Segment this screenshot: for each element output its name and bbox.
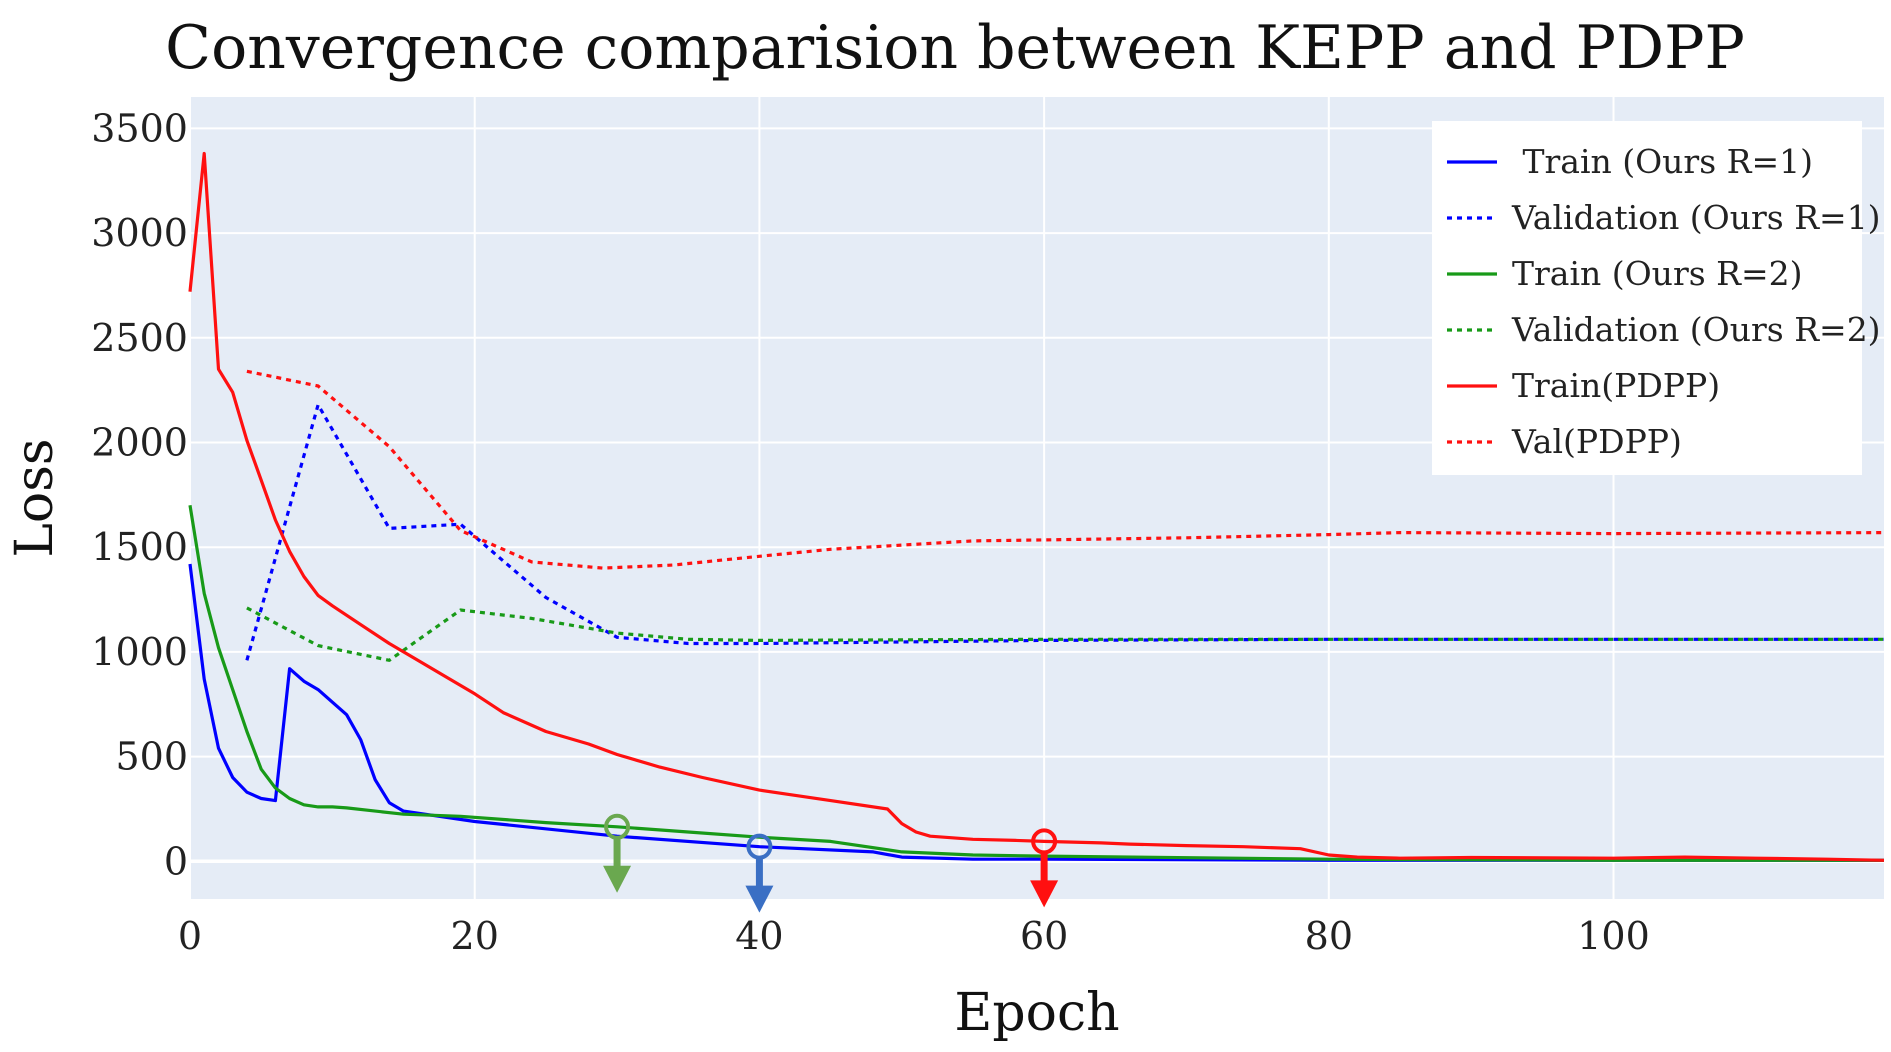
y-tick-label: 1500	[91, 525, 188, 569]
legend-label: Train(PDPP)	[1512, 366, 1720, 405]
annotation-markers	[603, 813, 1059, 913]
x-axis-ticks: 0 20 40 60 80 100	[178, 914, 1650, 958]
series-line	[245, 403, 1884, 661]
y-tick-label: 3000	[91, 211, 188, 255]
legend-label: Train (Ours R=1)	[1512, 142, 1813, 181]
y-tick-label: 500	[115, 735, 188, 779]
marker-arrowhead	[603, 865, 632, 893]
x-tick-label: 0	[178, 914, 202, 958]
y-tick-label: 2000	[91, 421, 188, 465]
x-tick-label: 60	[1020, 914, 1068, 958]
marker-stem	[1040, 851, 1048, 883]
y-axis-label: Loss	[5, 438, 65, 557]
chart-title: Convergence comparision between KEPP and…	[165, 13, 1745, 83]
x-tick-label: 80	[1305, 914, 1353, 958]
legend-background	[1432, 121, 1862, 475]
y-tick-label: 0	[164, 839, 188, 883]
y-tick-label: 1000	[91, 630, 188, 674]
marker-arrowhead	[1030, 880, 1059, 908]
x-tick-label: 20	[451, 914, 499, 958]
y-tick-label: 2500	[91, 316, 188, 360]
marker-stem	[755, 856, 763, 888]
series-line	[246, 369, 1885, 570]
legend-label: Train (Ours R=2)	[1512, 254, 1803, 293]
x-tick-label: 100	[1577, 914, 1650, 958]
legend-label: Validation (Ours R=1)	[1511, 198, 1881, 237]
series-line	[188, 151, 1885, 862]
green-marker	[603, 813, 632, 893]
series-line	[188, 563, 1884, 862]
series-line	[246, 606, 1884, 662]
x-axis-label: Epoch	[954, 983, 1119, 1043]
marker-arrowhead	[745, 885, 774, 913]
marker-stem	[613, 836, 621, 868]
y-axis-ticks: 0 500 1000 1500 2000 2500 3000 3500	[91, 106, 188, 883]
legend: Train (Ours R=1) Validation (Ours R=1) Tra…	[1432, 121, 1881, 475]
series-lines	[188, 151, 1885, 862]
legend-label: Val(PDPP)	[1511, 422, 1682, 461]
blue-marker	[745, 833, 774, 913]
x-tick-label: 40	[735, 914, 783, 958]
legend-label: Validation (Ours R=2)	[1511, 310, 1881, 349]
red-marker	[1030, 828, 1059, 908]
y-tick-label: 3500	[91, 106, 188, 150]
series-line	[188, 505, 1884, 862]
